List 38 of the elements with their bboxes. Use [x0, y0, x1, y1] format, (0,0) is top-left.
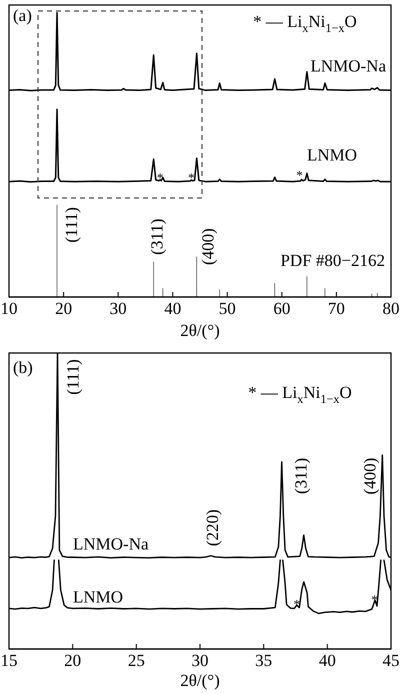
- annotation: * — Li$_{x}$Ni$_{1−x}$O: [253, 12, 357, 35]
- annotation: (311): [147, 218, 166, 255]
- x-tick-label: 40: [318, 651, 336, 670]
- annotation: * — Li$_{x}$Ni$_{1−x}$O: [248, 382, 352, 406]
- x-tick-label: 40: [164, 299, 182, 318]
- x-tick-label: 80: [382, 299, 400, 318]
- x-tick-label: 50: [218, 299, 236, 318]
- series-label: LNMO-Na: [310, 56, 386, 75]
- x-axis-title: 2θ/(°): [180, 671, 220, 690]
- x-tick-label: 70: [328, 299, 345, 318]
- x-axis-title: 2θ/(°): [180, 321, 220, 340]
- annotation: (111): [62, 207, 81, 243]
- annotation: (220): [202, 509, 222, 546]
- annotation: (400): [360, 458, 379, 495]
- x-tick-label: 20: [64, 651, 82, 670]
- annotation: (311): [291, 458, 310, 494]
- x-tick-label: 30: [192, 651, 208, 670]
- x-tick-label: 30: [110, 299, 127, 318]
- series-label: LNMO-Na: [73, 534, 149, 554]
- x-tick-label: 35: [255, 651, 272, 670]
- annotation: (111): [63, 359, 82, 395]
- series-label: LNMO: [306, 145, 357, 164]
- x-tick-label: 20: [55, 299, 72, 318]
- x-tick-label: 10: [0, 299, 18, 318]
- x-tick-label: 15: [0, 651, 18, 670]
- annotation: (400): [198, 228, 218, 266]
- annotation: *: [294, 596, 300, 611]
- x-tick-label: 60: [273, 299, 290, 318]
- annotation: *: [188, 169, 195, 184]
- annotation: *: [156, 169, 164, 184]
- series-label: LNMO: [73, 586, 124, 606]
- chart-title: (b): [13, 358, 33, 377]
- x-tick-label: 45: [382, 651, 400, 670]
- annotation: *: [371, 592, 378, 607]
- series-label: PDF #80−2162: [280, 250, 385, 270]
- x-tick-label: 25: [128, 651, 145, 670]
- chart-title: (a): [13, 6, 32, 25]
- annotation: *: [296, 167, 303, 182]
